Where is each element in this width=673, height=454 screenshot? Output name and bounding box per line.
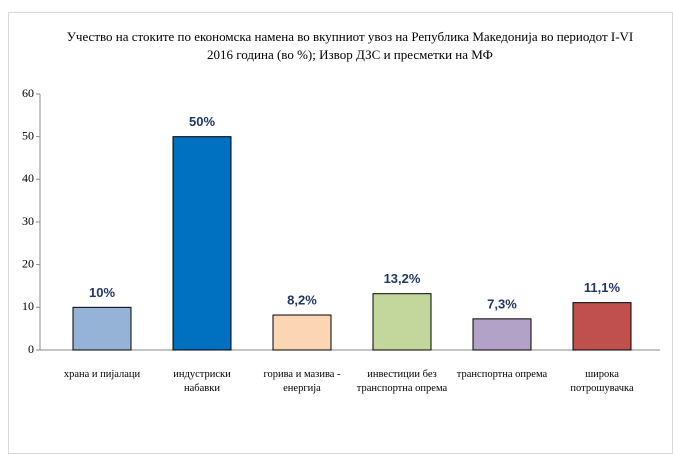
bar xyxy=(172,136,232,351)
x-tick-label: храна и пијалаци xyxy=(63,369,141,380)
x-tick-label-box: инвестиции без транспортна опрема xyxy=(356,369,448,395)
x-tick-label: широка потрошувачка xyxy=(570,369,634,395)
y-tick-label: 10 xyxy=(22,299,34,313)
x-tick-label-box: индустриски набавки xyxy=(173,369,231,395)
bar xyxy=(72,306,132,351)
y-tick-label: 60 xyxy=(22,86,34,100)
x-tick-label-box: транспортна опрема xyxy=(456,369,548,380)
x-tick-label-box: широка потрошувачка xyxy=(570,369,634,395)
bar xyxy=(372,293,432,351)
y-tick-label: 30 xyxy=(22,214,34,228)
x-tick-label: инвестиции без транспортна опрема xyxy=(356,369,448,395)
bar xyxy=(272,314,332,351)
x-tick-label: индустриски набавки xyxy=(173,369,231,395)
x-tick-label: транспортна опрема xyxy=(456,369,548,380)
value-label: 50% xyxy=(189,114,215,129)
chart-title: Учество на стоките по економска намена в… xyxy=(66,29,634,62)
chart-title-box: Учество на стоките по економска намена в… xyxy=(66,29,634,62)
value-label: 8,2% xyxy=(287,292,317,307)
y-tick-label: 0 xyxy=(28,342,34,356)
value-label: 10% xyxy=(89,285,115,300)
x-tick-label-box: храна и пијалаци xyxy=(63,369,141,380)
x-tick-label-box: горива и мазива - енергија xyxy=(263,369,341,395)
value-label: 13,2% xyxy=(384,271,421,286)
y-tick-label: 40 xyxy=(22,171,34,185)
y-tick-label: 50 xyxy=(22,128,34,142)
bar xyxy=(472,318,532,351)
bar xyxy=(572,302,632,351)
value-label: 7,3% xyxy=(487,296,517,311)
x-tick-label: горива и мазива - енергија xyxy=(263,369,341,395)
y-tick-label: 20 xyxy=(22,256,34,270)
value-label: 11,1% xyxy=(584,280,621,295)
